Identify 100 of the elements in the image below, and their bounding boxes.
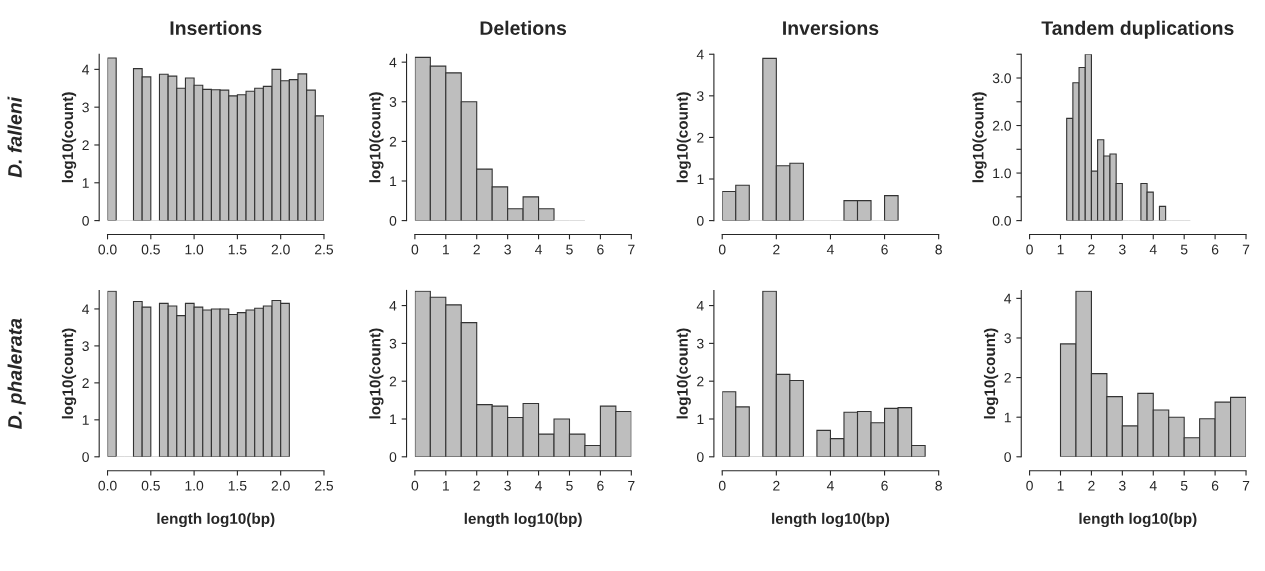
y-tick-label: 4 <box>1004 293 1012 304</box>
x-tick-label: 3 <box>1119 480 1126 491</box>
x-tick-label: 2 <box>773 244 780 255</box>
y-axis-title: log10(count) <box>676 92 691 183</box>
x-tick-label: 2 <box>473 480 480 491</box>
y-tick-label: 3 <box>82 102 89 113</box>
x-tick-label: 2 <box>473 244 480 255</box>
y-tick-label: 3.0 <box>992 73 1011 84</box>
y-tick-label: 3 <box>389 338 397 349</box>
text: D. phalerata <box>7 318 26 429</box>
y-tick-label: 1 <box>82 178 89 188</box>
x-tick-label: 1 <box>1057 480 1064 491</box>
text: D. falleni <box>7 96 22 178</box>
x-tick-label: 6 <box>1211 480 1219 491</box>
x-tick-label: 2.5 <box>315 480 334 491</box>
y-axis-title: log10(count) <box>61 328 77 419</box>
y-tick-label: 4 <box>82 304 90 314</box>
x-tick-label: 1.0 <box>185 244 204 255</box>
y-tick-label: 2 <box>697 132 704 143</box>
y-axis-title: log10(count) <box>676 328 691 419</box>
x-tick-label: 5 <box>1180 480 1188 491</box>
x-tick-label: 6 <box>881 244 888 255</box>
y-tick-label: 2 <box>82 140 89 151</box>
x-tick-label: 4 <box>826 480 834 491</box>
y-tick-label: 2 <box>1004 372 1011 383</box>
x-axis-title: length log10(bp) <box>157 512 275 528</box>
y-tick-label: 3 <box>82 341 89 352</box>
y-tick-label: 0 <box>1004 452 1011 462</box>
chart-title: Deletions <box>480 20 567 35</box>
x-tick-label: 6 <box>597 480 604 491</box>
y-tick-label: 0 <box>389 452 397 462</box>
y-tick-label: 1.0 <box>993 168 1011 179</box>
x-tick-label: 7 <box>1242 244 1250 255</box>
x-tick-label: 7 <box>1242 480 1250 491</box>
y-tick-label: 4 <box>696 301 704 311</box>
y-tick-label: 2 <box>697 376 704 387</box>
y-tick-label: 4 <box>696 49 704 60</box>
y-tick-label: 0.0 <box>992 215 1011 226</box>
y-tick-label: 0 <box>82 215 89 226</box>
y-tick-label: 1 <box>82 415 89 425</box>
y-tick-label: 1 <box>390 176 397 187</box>
x-tick-label: 0 <box>718 480 726 491</box>
y-axis-title: log10(count) <box>972 92 987 183</box>
x-tick-label: 8 <box>935 244 942 255</box>
x-tick-label: 5 <box>566 480 573 491</box>
x-tick-label: 7 <box>628 244 635 255</box>
x-tick-label: 5 <box>1180 244 1188 255</box>
x-tick-label: 0 <box>1026 480 1033 491</box>
y-tick-label: 0 <box>82 452 89 462</box>
x-tick-label: 0 <box>1026 244 1033 255</box>
x-tick-label: 4 <box>826 244 834 255</box>
x-tick-label: 2.5 <box>315 244 334 255</box>
y-tick-label: 3 <box>1004 333 1011 344</box>
x-tick-label: 3 <box>504 480 511 491</box>
y-tick-label: 2 <box>389 136 397 147</box>
chart-title: Insertions <box>170 20 262 35</box>
x-axis-title: length log10(bp) <box>772 512 890 528</box>
x-tick-label: 2 <box>773 480 780 491</box>
x-tick-label: 5 <box>566 244 573 255</box>
x-tick-label: 0 <box>411 480 419 491</box>
chart-title: Inversions <box>783 20 879 35</box>
x-tick-label: 8 <box>935 480 942 491</box>
y-axis-title: log10(count) <box>983 328 999 419</box>
x-tick-label: 3 <box>504 244 511 255</box>
x-tick-label: 6 <box>881 480 888 491</box>
y-tick-label: 1 <box>390 414 397 425</box>
x-tick-label: 0.5 <box>141 480 160 491</box>
x-tick-label: 1 <box>442 480 449 491</box>
y-tick-label: 3 <box>389 97 397 107</box>
x-tick-label: 1.5 <box>228 480 247 491</box>
x-tick-label: 4 <box>1149 480 1157 491</box>
x-tick-label: 3 <box>1119 244 1126 255</box>
y-tick-label: 2.0 <box>992 120 1011 131</box>
y-tick-label: 4 <box>389 301 397 311</box>
x-tick-label: 2 <box>1088 244 1095 255</box>
y-tick-label: 1 <box>1004 412 1011 423</box>
x-tick-label: 0.0 <box>98 244 117 255</box>
y-tick-label: 0 <box>696 452 704 462</box>
x-tick-label: 4 <box>535 244 543 255</box>
x-tick-label: 6 <box>1211 244 1219 255</box>
x-tick-label: 1 <box>1057 244 1064 255</box>
y-tick-label: 1 <box>697 174 704 185</box>
x-tick-label: 4 <box>1149 244 1157 255</box>
y-tick-label: 1 <box>697 414 704 425</box>
y-tick-label: 3 <box>696 338 704 349</box>
x-axis-title: length log10(bp) <box>464 512 582 528</box>
x-tick-label: 0 <box>411 244 419 255</box>
x-tick-label: 2.0 <box>271 480 290 491</box>
x-tick-label: 2.0 <box>271 244 290 255</box>
x-tick-label: 4 <box>535 480 543 491</box>
x-axis-title: length log10(bp) <box>1079 512 1197 528</box>
x-tick-label: 7 <box>628 480 635 491</box>
x-tick-label: 0.5 <box>141 244 160 255</box>
x-tick-label: 6 <box>597 244 604 255</box>
y-tick-label: 0 <box>389 215 397 226</box>
y-tick-label: 0 <box>696 215 704 226</box>
x-tick-label: 0 <box>718 244 726 255</box>
y-axis-title: log10(count) <box>369 92 384 183</box>
x-tick-label: 1.5 <box>228 244 247 255</box>
y-tick-label: 3 <box>696 91 704 101</box>
